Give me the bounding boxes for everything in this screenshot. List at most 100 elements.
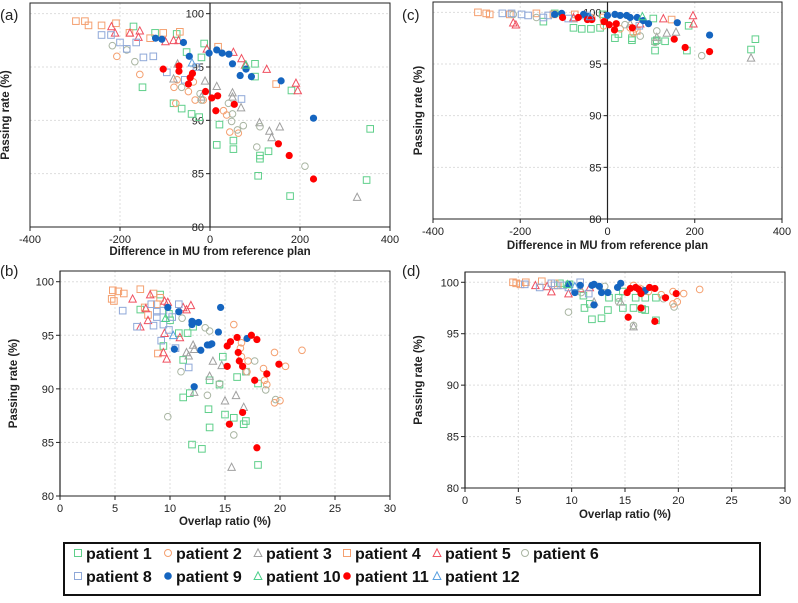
data-point xyxy=(204,405,213,414)
data-point xyxy=(637,304,645,312)
data-point xyxy=(97,21,106,30)
data-point xyxy=(600,18,608,26)
data-point xyxy=(120,289,128,298)
y-tick-label: 80 xyxy=(192,222,204,234)
data-point xyxy=(535,283,544,292)
data-point xyxy=(576,281,584,289)
data-point xyxy=(159,29,167,37)
data-point xyxy=(532,9,541,18)
data-point xyxy=(201,87,210,96)
y-tick-label: 80 xyxy=(447,483,459,495)
data-point xyxy=(662,28,672,37)
data-point xyxy=(277,77,285,85)
data-point xyxy=(205,376,214,385)
data-point xyxy=(705,48,714,56)
data-point xyxy=(697,51,706,60)
data-point xyxy=(574,13,582,22)
data-point xyxy=(580,304,589,312)
data-point xyxy=(671,26,681,36)
data-point xyxy=(542,281,552,291)
data-point xyxy=(153,313,161,321)
data-point xyxy=(220,395,230,405)
data-point xyxy=(110,297,118,305)
legend-label: patient 3 xyxy=(266,546,332,563)
y-tick-label: 90 xyxy=(192,115,204,127)
data-point xyxy=(562,279,572,289)
panel-label: (d) xyxy=(402,263,420,280)
data-point xyxy=(256,122,264,131)
data-point xyxy=(539,13,548,22)
data-point xyxy=(629,321,639,331)
data-point xyxy=(233,126,242,134)
data-point xyxy=(626,13,634,22)
panel-label: (a) xyxy=(0,7,18,24)
data-point xyxy=(684,21,693,30)
data-point xyxy=(590,301,598,309)
x-tick-label: 0 xyxy=(462,495,468,507)
data-point xyxy=(128,293,138,303)
data-point xyxy=(301,162,309,170)
y-axis-label: Passing rate (%) xyxy=(413,335,425,425)
data-point xyxy=(751,35,760,44)
data-point xyxy=(605,21,613,29)
data-point xyxy=(247,331,255,339)
data-point xyxy=(507,9,516,18)
data-point xyxy=(184,363,193,372)
data-point xyxy=(169,73,179,83)
data-point xyxy=(141,303,151,313)
legend-label: patient 5 xyxy=(445,546,511,563)
data-point xyxy=(652,27,661,35)
data-point xyxy=(158,35,166,43)
data-point xyxy=(138,83,147,92)
data-point xyxy=(214,328,222,336)
data-point xyxy=(234,348,242,357)
data-point xyxy=(159,65,167,73)
data-point xyxy=(366,125,374,133)
series-patient-9 xyxy=(164,303,251,391)
data-point xyxy=(645,283,654,292)
y-tick-label: 90 xyxy=(42,384,54,396)
x-tick-label: 400 xyxy=(773,226,791,238)
data-point xyxy=(189,387,199,396)
data-point xyxy=(274,140,282,148)
data-point xyxy=(585,11,595,21)
data-point xyxy=(208,356,218,365)
data-point xyxy=(577,25,586,33)
data-point xyxy=(208,340,216,348)
data-point xyxy=(177,367,185,376)
data-point xyxy=(177,104,186,113)
x-tick-label: 20 xyxy=(274,503,286,515)
data-point xyxy=(614,30,623,38)
data-point xyxy=(195,113,203,121)
data-point xyxy=(197,53,206,62)
x-tick-label: 5 xyxy=(112,503,118,515)
data-point xyxy=(509,10,518,19)
data-point xyxy=(251,60,259,68)
data-point xyxy=(631,293,640,302)
data-point xyxy=(551,10,559,18)
data-point xyxy=(539,17,548,26)
data-point xyxy=(131,57,139,66)
y-tick-label: 95 xyxy=(447,329,459,341)
legend-box xyxy=(63,542,761,596)
data-point xyxy=(588,315,596,324)
legend-marker-icon xyxy=(164,549,172,557)
data-point xyxy=(236,102,246,112)
data-point xyxy=(230,413,238,422)
data-point xyxy=(604,306,612,314)
data-point xyxy=(164,412,172,421)
y-tick-label: 100 xyxy=(36,277,54,289)
data-point xyxy=(179,393,187,402)
data-point xyxy=(200,39,208,48)
data-point xyxy=(253,444,261,452)
series-patient-5 xyxy=(508,10,698,29)
data-point xyxy=(236,53,247,63)
series-patient-10 xyxy=(562,279,572,289)
series-patient-11 xyxy=(159,62,318,183)
series-patient-11 xyxy=(223,331,283,452)
data-point xyxy=(242,417,250,425)
data-point xyxy=(230,320,238,329)
series-patient-5 xyxy=(128,289,196,363)
legend-label: patient 2 xyxy=(176,546,242,563)
